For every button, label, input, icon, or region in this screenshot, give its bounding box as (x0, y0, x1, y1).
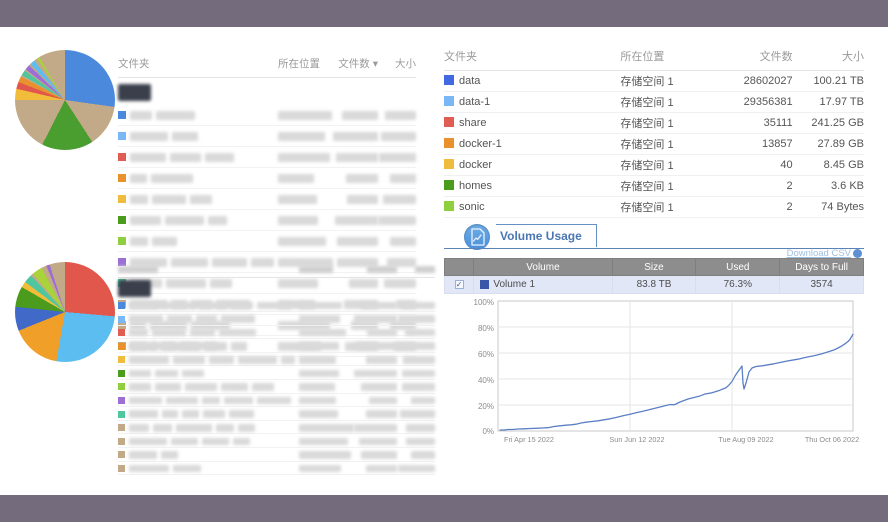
svg-text:100%: 100% (474, 298, 494, 307)
svg-text:0%: 0% (482, 427, 494, 436)
svg-text:40%: 40% (478, 376, 494, 385)
svg-text:Fri Apr 15 2022: Fri Apr 15 2022 (504, 435, 554, 444)
svg-text:Thu Oct 06 2022: Thu Oct 06 2022 (805, 435, 859, 444)
svg-text:60%: 60% (478, 350, 494, 359)
svg-text:20%: 20% (478, 402, 494, 411)
svg-text:Sun Jun 12 2022: Sun Jun 12 2022 (609, 435, 664, 444)
svg-text:Tue Aug 09 2022: Tue Aug 09 2022 (718, 435, 773, 444)
svg-text:80%: 80% (478, 324, 494, 333)
